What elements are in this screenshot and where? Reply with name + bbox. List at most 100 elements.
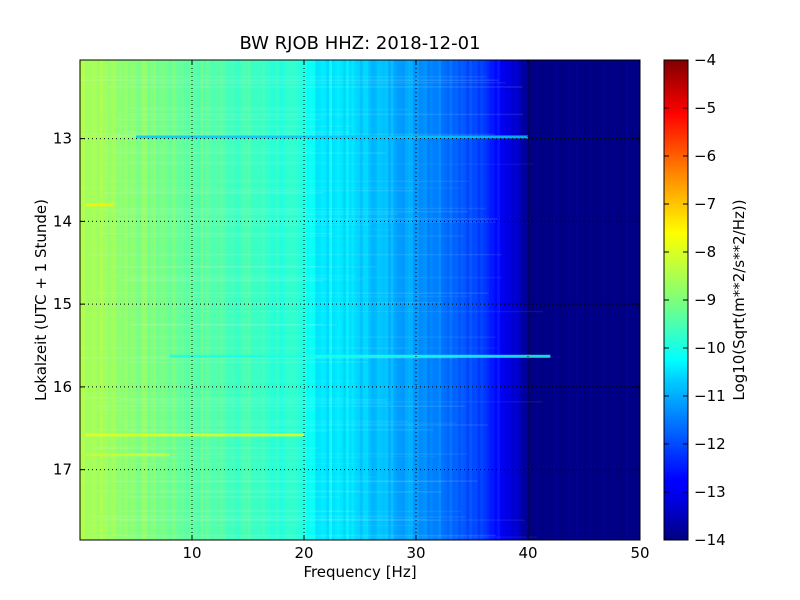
- spectrogram-column: [424, 60, 428, 540]
- x-tick-label: 50: [630, 544, 649, 562]
- spectrogram-column: [110, 60, 115, 540]
- spectrogram-column: [575, 60, 579, 540]
- spectrogram-striation: [119, 207, 487, 210]
- spectrogram-column: [309, 60, 313, 540]
- spectrogram-column: [292, 60, 297, 540]
- spectrogram-column: [572, 60, 577, 540]
- spectrogram-striation: [101, 115, 347, 118]
- spectrogram-column: [413, 60, 417, 540]
- spectrogram-column: [477, 60, 481, 540]
- colorbar-label: Log10(Sqrt(m**2/s**2/Hz)): [730, 199, 748, 400]
- colorbar-tick-label: −6: [694, 147, 716, 165]
- spectrogram-striation: [93, 76, 488, 78]
- spectrogram-column: [502, 60, 507, 540]
- x-tick-label: 10: [182, 544, 201, 562]
- x-tick-label: 30: [406, 544, 425, 562]
- spectrogram-column: [301, 60, 305, 540]
- spectrogram-column: [463, 60, 467, 540]
- spectrogram-striation: [94, 516, 466, 518]
- spectrogram-column: [494, 60, 498, 540]
- y-tick-label: 15: [53, 295, 72, 313]
- spectrogram-column: [340, 60, 344, 540]
- spectrogram-striation: [93, 221, 496, 223]
- spectrogram-column: [172, 60, 176, 540]
- spectrogram-striation: [123, 424, 488, 426]
- spectrogram-column: [192, 60, 196, 540]
- spectrogram-column: [360, 60, 364, 540]
- spectrogram-column: [197, 60, 201, 540]
- spectrogram-column: [418, 60, 423, 540]
- spectrogram-column: [175, 60, 179, 540]
- spectrogram-column: [371, 60, 375, 540]
- colorbar-tick-label: −14: [694, 531, 726, 549]
- spectrogram-column: [332, 60, 336, 540]
- chart-title: BW RJOB HHZ: 2018-12-01: [239, 33, 480, 54]
- spectrogram-striation: [92, 163, 534, 165]
- spectrogram-column: [91, 60, 95, 540]
- spectrogram-column: [472, 60, 476, 540]
- spectrogram-striation: [110, 228, 394, 231]
- spectrogram-column: [438, 60, 442, 540]
- spectrogram-column: [628, 60, 633, 540]
- spectrogram-column: [399, 60, 403, 540]
- spectrogram-column: [430, 60, 434, 540]
- spectrogram-striation: [122, 189, 415, 192]
- spectrogram-column: [483, 60, 487, 540]
- spectrogram-column: [469, 60, 473, 540]
- spectrogram-column: [200, 60, 204, 540]
- spectrogram-striation: [121, 279, 323, 282]
- spectrogram-column: [180, 60, 185, 540]
- spectrogram-column: [152, 60, 157, 540]
- spectrogram-column: [584, 60, 588, 540]
- spectrogram-column: [516, 60, 521, 540]
- spectrogram-column: [390, 60, 395, 540]
- spectrogram-column: [388, 60, 392, 540]
- spectrogram-striation: [116, 510, 462, 513]
- spectrogram-column: [497, 60, 501, 540]
- spectrogram-striation: [113, 152, 387, 154]
- spectrogram-column: [169, 60, 173, 540]
- spectrogram-column: [85, 60, 89, 540]
- spectrogram-column: [108, 60, 112, 540]
- spectrogram-striation: [106, 180, 470, 183]
- plot-area: [80, 60, 640, 540]
- spectrogram-column: [248, 60, 252, 540]
- spectrogram-striation: [87, 253, 502, 256]
- spectrogram-column: [374, 60, 378, 540]
- spectrogram-column: [606, 60, 610, 540]
- spectrogram-column: [500, 60, 504, 540]
- spectrogram-event: [169, 354, 551, 358]
- spectrogram-striation: [113, 480, 478, 482]
- spectrogram-striation: [119, 279, 365, 281]
- spectrogram-column: [589, 60, 593, 540]
- spectrogram-column: [626, 60, 630, 540]
- spectrogram-column: [385, 60, 389, 540]
- spectrogram-striation: [129, 161, 332, 164]
- spectrogram-striation: [81, 357, 458, 359]
- spectrogram-striation: [80, 481, 445, 483]
- spectrogram-column: [337, 60, 341, 540]
- y-axis-ticks: 13 14 15 16 17: [53, 130, 640, 479]
- spectrogram-column: [617, 60, 621, 540]
- spectrogram-striation: [132, 336, 496, 338]
- colorbar-tick-label: −11: [694, 387, 726, 405]
- spectrogram-column: [525, 60, 529, 540]
- grid-lines: [80, 60, 640, 540]
- spectrogram-column: [486, 60, 490, 540]
- spectrogram-column: [539, 60, 543, 540]
- spectrogram-striation: [87, 524, 415, 527]
- spectrogram-column: [561, 60, 565, 540]
- x-tick-label: 40: [518, 544, 537, 562]
- spectrogram-striation: [116, 422, 456, 424]
- spectrogram-column: [119, 60, 123, 540]
- spectrogram-column: [432, 60, 437, 540]
- y-tick-label: 16: [53, 378, 72, 396]
- colorbar-tick-label: −4: [694, 51, 716, 69]
- spectrogram-striation: [98, 232, 334, 235]
- spectrogram-striation: [117, 162, 308, 164]
- spectrogram-column: [304, 60, 308, 540]
- spectrogram-column: [94, 60, 98, 540]
- spectrogram-striation: [99, 429, 434, 431]
- spectrogram-column: [511, 60, 515, 540]
- spectrogram-column: [544, 60, 549, 540]
